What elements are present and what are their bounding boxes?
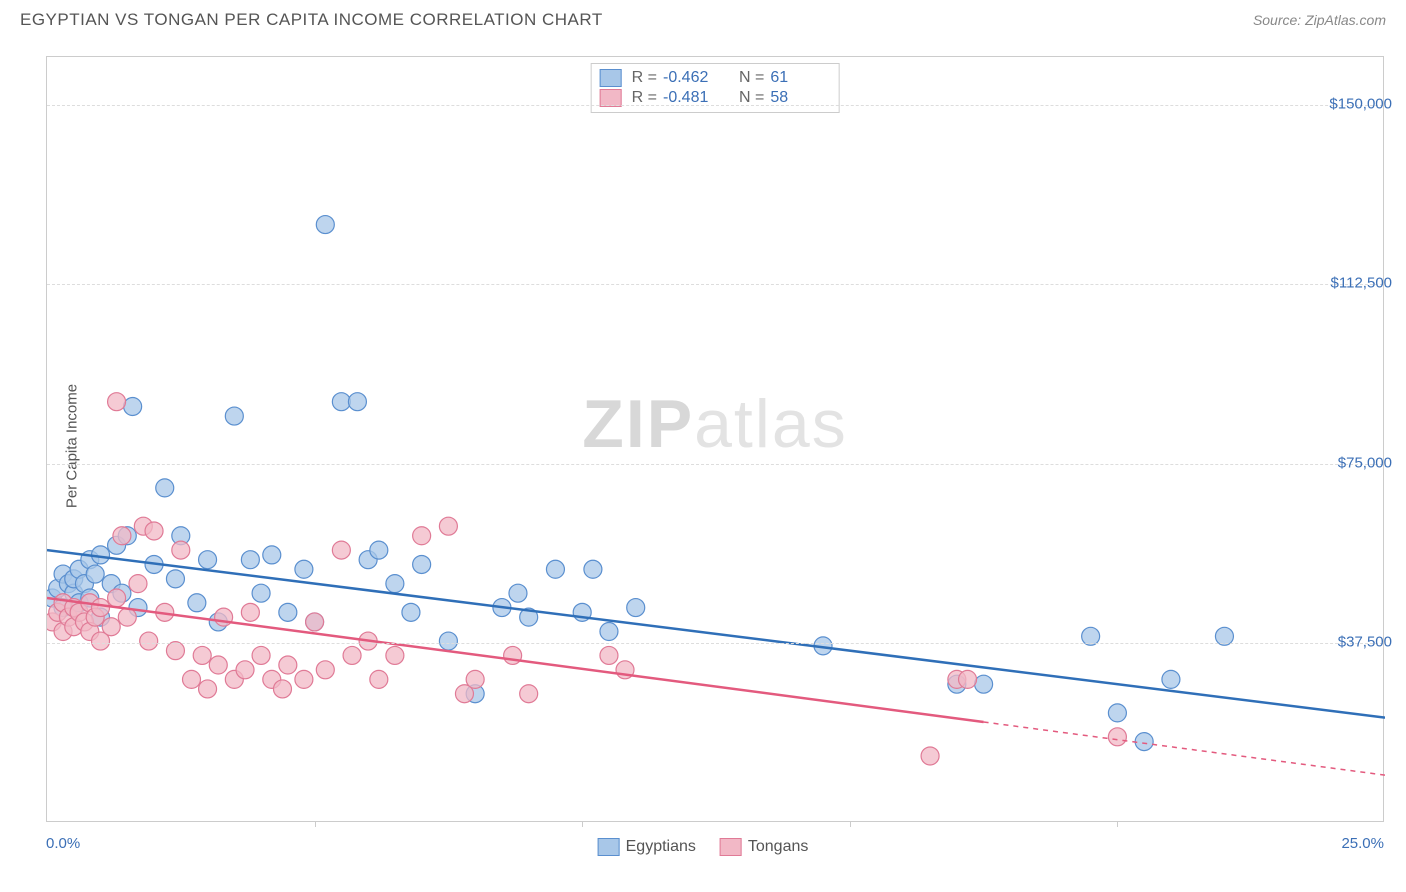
scatter-point [348, 393, 366, 411]
y-tick-label: $37,500 [1338, 634, 1392, 651]
n-label: N = [739, 69, 764, 87]
y-tick-label: $150,000 [1329, 95, 1392, 112]
chart-title: EGYPTIAN VS TONGAN PER CAPITA INCOME COR… [20, 10, 603, 30]
scatter-point [188, 594, 206, 612]
scatter-point [140, 632, 158, 650]
x-tick-mark [850, 821, 851, 827]
r-label: R = [632, 69, 657, 87]
scatter-point [413, 555, 431, 573]
scatter-point [183, 670, 201, 688]
scatter-point [386, 575, 404, 593]
scatter-point [316, 661, 334, 679]
scatter-point [156, 479, 174, 497]
gridline [47, 105, 1383, 106]
scatter-point [241, 603, 259, 621]
x-tick-mark [315, 821, 316, 827]
legend-label: Tongans [748, 838, 809, 855]
scatter-point [193, 646, 211, 664]
scatter-point [921, 747, 939, 765]
scatter-point [332, 541, 350, 559]
series-legend: Egyptians Tongans [598, 838, 809, 856]
y-tick-label: $112,500 [1331, 275, 1392, 292]
trend-line-dashed [984, 722, 1385, 775]
scatter-point [199, 680, 217, 698]
scatter-point [439, 632, 457, 650]
scatter-point [129, 575, 147, 593]
legend-item: Tongans [720, 838, 809, 856]
scatter-point [225, 407, 243, 425]
n-value: 61 [770, 69, 830, 87]
y-tick-label: $75,000 [1338, 454, 1392, 471]
gridline [47, 284, 1383, 285]
source-label: Source: ZipAtlas.com [1253, 12, 1386, 28]
x-tick-mark [1117, 821, 1118, 827]
scatter-point [199, 551, 217, 569]
scatter-point [504, 646, 522, 664]
scatter-point [1135, 733, 1153, 751]
scatter-point [236, 661, 254, 679]
scatter-point [370, 541, 388, 559]
legend-swatch [720, 838, 742, 856]
scatter-point [1108, 704, 1126, 722]
scatter-point [439, 517, 457, 535]
chart-svg [47, 57, 1385, 823]
scatter-point [166, 570, 184, 588]
scatter-point [241, 551, 259, 569]
x-axis-max: 25.0% [1341, 835, 1384, 852]
scatter-point [279, 656, 297, 674]
scatter-point [252, 646, 270, 664]
gridline [47, 464, 1383, 465]
legend-label: Egyptians [626, 838, 696, 855]
scatter-point [172, 541, 190, 559]
scatter-point [108, 589, 126, 607]
scatter-point [975, 675, 993, 693]
scatter-point [263, 546, 281, 564]
scatter-point [306, 613, 324, 631]
scatter-point [370, 670, 388, 688]
scatter-point [124, 397, 142, 415]
chart-area: ZIPatlas R =-0.462N = 61R =-0.481N = 58 [46, 56, 1384, 822]
scatter-point [113, 527, 131, 545]
scatter-point [92, 599, 110, 617]
scatter-point [402, 603, 420, 621]
scatter-point [1108, 728, 1126, 746]
scatter-point [86, 565, 104, 583]
scatter-point [279, 603, 297, 621]
scatter-point [413, 527, 431, 545]
scatter-point [386, 646, 404, 664]
trend-line [47, 598, 984, 722]
scatter-point [546, 560, 564, 578]
legend-swatch [600, 69, 622, 87]
scatter-point [627, 599, 645, 617]
stats-row: R = -0.462 N = 61 [600, 68, 831, 88]
scatter-point [466, 670, 484, 688]
scatter-point [332, 393, 350, 411]
scatter-point [600, 646, 618, 664]
scatter-point [343, 646, 361, 664]
x-tick-mark [582, 821, 583, 827]
x-axis-min: 0.0% [46, 835, 80, 852]
scatter-point [509, 584, 527, 602]
scatter-point [520, 685, 538, 703]
trend-line [47, 550, 1385, 718]
scatter-point [316, 216, 334, 234]
scatter-point [252, 584, 270, 602]
scatter-point [273, 680, 291, 698]
legend-swatch [598, 838, 620, 856]
scatter-point [118, 608, 136, 626]
scatter-point [145, 522, 163, 540]
scatter-point [209, 656, 227, 674]
r-value: -0.462 [663, 69, 723, 87]
scatter-point [1162, 670, 1180, 688]
scatter-point [295, 560, 313, 578]
scatter-point [600, 623, 618, 641]
scatter-point [108, 393, 126, 411]
scatter-point [102, 618, 120, 636]
scatter-point [584, 560, 602, 578]
scatter-point [295, 670, 313, 688]
legend-item: Egyptians [598, 838, 696, 856]
scatter-point [959, 670, 977, 688]
gridline [47, 643, 1383, 644]
